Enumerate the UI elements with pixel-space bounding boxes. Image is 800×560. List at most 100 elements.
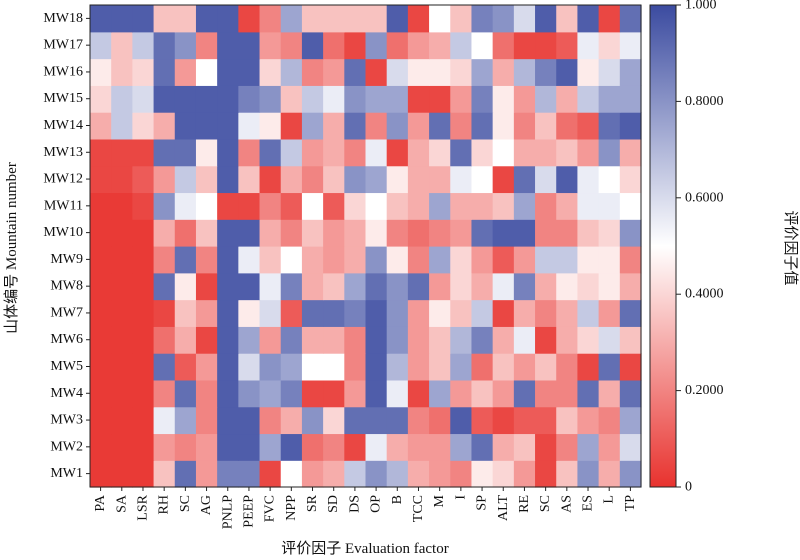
heatmap-cell [259,85,282,113]
heatmap-cell [407,138,430,167]
heatmap-cell [450,246,473,274]
heatmap-cell [429,246,451,274]
heatmap-cell [492,379,515,408]
heatmap-cell [513,85,536,113]
heatmap-cell [577,326,600,354]
heatmap-cell [90,272,112,301]
heatmap-cell [195,379,218,408]
heatmap-cell [598,433,621,461]
heatmap-cell [344,460,367,488]
heatmap-cell [619,219,642,247]
heatmap-cell [450,406,473,435]
x-tick-label: SA [114,494,129,513]
heatmap-cell [535,379,557,408]
heatmap-cell [513,219,536,247]
heatmap-cell [153,460,176,488]
heatmap-cell [217,85,239,113]
heatmap-cell [280,219,303,247]
heatmap-cell [471,326,494,354]
heatmap-cell [556,460,579,488]
heatmap-cell [195,112,218,140]
heatmap-cell [259,219,282,247]
heatmap-cell [619,326,642,354]
heatmap-cell [556,85,579,113]
heatmap-cell [111,138,133,167]
heatmap-cell [492,246,515,274]
heatmap-cell [217,5,239,33]
heatmap-cell [301,5,324,33]
heatmap-cell [429,219,451,247]
heatmap-cell [90,406,112,435]
heatmap-cell [153,85,176,113]
heatmap-cell [238,5,261,33]
heatmap-cell [471,192,494,220]
heatmap-cell [132,460,155,488]
heatmap-cell [492,5,515,33]
heatmap-cell [111,165,133,194]
heatmap-cell [407,326,430,354]
heatmap-cell [344,219,367,247]
heatmap-cell [217,58,239,86]
heatmap-cell [323,433,345,461]
heatmap-cell [450,192,473,220]
heatmap-cell [195,85,218,113]
x-tick-label: OP [369,495,384,513]
x-tick-label: PA [93,494,108,512]
heatmap-cell [217,31,239,60]
heatmap-cell [132,192,155,220]
heatmap-cell [535,112,557,140]
heatmap-cell [429,112,451,140]
y-tick-label: MW4 [50,386,83,401]
x-tick-label: ALT [496,495,511,521]
heatmap-cell [471,85,494,113]
heatmap-cell [556,165,579,194]
heatmap-cell [323,379,345,408]
heatmap-cell [174,192,197,220]
heatmap-cell [174,406,197,435]
heatmap-cell [513,165,536,194]
heatmap-cell [556,272,579,301]
heatmap-cell [217,138,239,167]
heatmap-cell [556,379,579,408]
x-tick-label: SD [326,495,341,513]
heatmap-cell [259,31,282,60]
heatmap-cell [365,219,388,247]
heatmap-cell [301,460,324,488]
heatmap-cell [217,406,239,435]
heatmap-cell [238,460,261,488]
heatmap-cell [259,379,282,408]
heatmap-cell [619,5,642,33]
heatmap-cell [450,31,473,60]
heatmap-cell [429,5,451,33]
heatmap-cell [598,353,621,381]
heatmap-cell [344,379,367,408]
heatmap-cell [323,326,345,354]
heatmap-cell [323,219,345,247]
heatmap-cell [153,272,176,301]
heatmap-cell [344,353,367,381]
heatmap-cell [598,5,621,33]
heatmap-cell [174,165,197,194]
heatmap-cell [619,246,642,274]
heatmap-cell [111,246,133,274]
heatmap-cell [386,246,409,274]
heatmap-cell [619,165,642,194]
y-tick-label: MW11 [44,198,83,213]
heatmap-cell [407,460,430,488]
heatmap-cell [492,138,515,167]
heatmap-cell [365,406,388,435]
heatmap-cell [535,326,557,354]
heatmap-cell [450,326,473,354]
heatmap-cell [365,433,388,461]
heatmap-cell [153,379,176,408]
heatmap-cell [577,460,600,488]
heatmap-cell [301,246,324,274]
plot-frame [89,4,642,488]
heatmap-cell [535,31,557,60]
heatmap-cell [577,272,600,301]
heatmap-cell [344,165,367,194]
heatmap-cell [217,246,239,274]
y-tick-label: MW12 [43,172,83,187]
heatmap-cell [556,219,579,247]
heatmap-cell [111,326,133,354]
